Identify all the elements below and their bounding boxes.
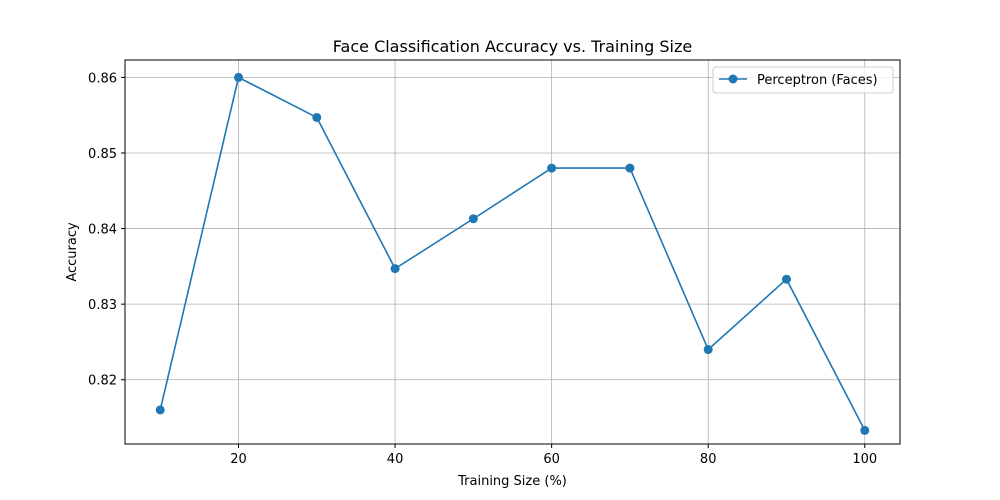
series-line xyxy=(159,76,866,431)
tick-layer: 20 40 60 80 100 0.82 0.83 0.84 0.85 0.86 xyxy=(88,71,877,467)
y-tick-label: 0.84 xyxy=(88,223,117,238)
series-layer xyxy=(155,72,870,435)
x-tick-label: 80 xyxy=(700,452,717,467)
y-tick-label: 0.82 xyxy=(88,374,117,389)
legend-label: Perceptron (Faces) xyxy=(757,73,878,88)
x-axis-label: Training Size (%) xyxy=(457,474,567,489)
data-point xyxy=(781,274,791,284)
x-tick-label: 20 xyxy=(230,452,247,467)
legend-box xyxy=(712,66,894,94)
legend: Perceptron (Faces) xyxy=(712,66,894,94)
legend-marker-swatch xyxy=(728,74,738,84)
data-point xyxy=(547,163,557,173)
data-point xyxy=(312,112,322,122)
y-axis-label: Accuracy xyxy=(65,222,80,282)
y-tick-label: 0.86 xyxy=(88,71,117,86)
chart-title: Face Classification Accuracy vs. Trainin… xyxy=(333,37,692,56)
y-tick-label: 0.85 xyxy=(88,147,117,162)
data-point xyxy=(234,72,244,82)
data-point xyxy=(390,264,400,274)
y-tick-label: 0.83 xyxy=(88,298,117,313)
data-point xyxy=(860,425,870,435)
data-point xyxy=(625,163,635,173)
data-point xyxy=(703,345,713,355)
data-point xyxy=(155,405,165,415)
x-tick-label: 60 xyxy=(543,452,560,467)
data-point xyxy=(468,214,478,224)
x-tick-label: 100 xyxy=(852,452,877,467)
plot-frame xyxy=(124,59,901,445)
x-tick-label: 40 xyxy=(387,452,404,467)
